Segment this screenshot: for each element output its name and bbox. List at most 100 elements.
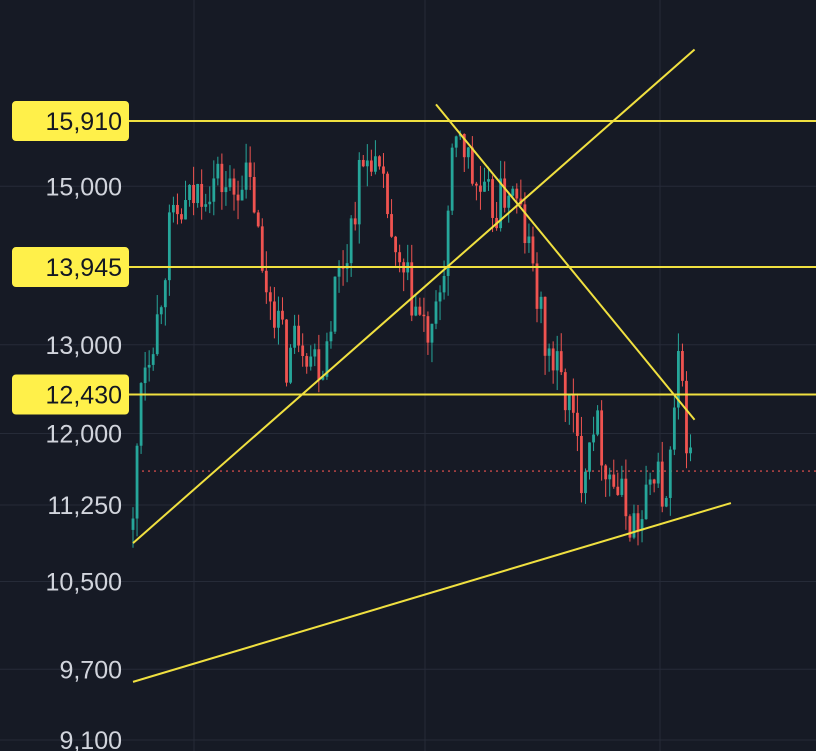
candle-body xyxy=(167,212,171,281)
candle xyxy=(163,278,167,326)
candle-body xyxy=(515,188,519,199)
trendline-rising-support xyxy=(132,48,696,544)
candle-body xyxy=(260,226,264,271)
candle-body xyxy=(470,147,474,184)
candle-body xyxy=(503,178,507,208)
candle-body xyxy=(616,486,620,495)
candle xyxy=(244,143,248,199)
candle xyxy=(313,343,317,367)
candle xyxy=(216,156,220,186)
candle xyxy=(369,149,373,177)
y-tick-label: 13,000 xyxy=(46,332,122,360)
candle-body xyxy=(176,204,179,215)
candle-body xyxy=(507,195,511,208)
candle-body xyxy=(523,204,527,244)
candle xyxy=(580,416,583,503)
candle xyxy=(531,226,535,272)
candle xyxy=(664,496,668,508)
candle-body xyxy=(612,474,616,487)
candle-body xyxy=(216,163,220,179)
candle-body xyxy=(163,280,167,308)
candle xyxy=(143,351,147,401)
candle-body xyxy=(305,356,309,367)
candle xyxy=(398,244,402,273)
candle xyxy=(268,286,272,320)
candle xyxy=(317,334,321,393)
candle-body xyxy=(172,204,175,213)
candle-body xyxy=(689,447,692,454)
candle-body xyxy=(656,461,660,484)
candle xyxy=(426,311,430,355)
candle xyxy=(604,464,608,497)
candle-body xyxy=(192,184,195,204)
candle xyxy=(277,296,280,345)
candle-body xyxy=(196,184,200,204)
y-tick-label: 9,100 xyxy=(59,727,122,751)
candle xyxy=(596,405,599,437)
candle-body xyxy=(297,325,301,346)
candle-body xyxy=(600,410,604,466)
candle xyxy=(147,350,151,382)
candle xyxy=(535,252,539,323)
candle-body xyxy=(479,185,482,192)
candle-body xyxy=(571,394,575,413)
candle-body xyxy=(365,160,369,167)
candle xyxy=(559,333,563,376)
candle-body xyxy=(422,314,426,317)
candle-body xyxy=(672,407,676,450)
candle-body xyxy=(636,513,640,531)
candle xyxy=(200,169,204,220)
candle xyxy=(390,199,393,238)
candle xyxy=(305,353,309,374)
candle-body xyxy=(224,187,228,193)
candle xyxy=(608,467,612,497)
candle-body xyxy=(277,310,280,328)
candle xyxy=(527,223,531,253)
candle xyxy=(640,510,644,543)
candle-body xyxy=(309,356,313,367)
candle-body xyxy=(345,263,349,269)
candle-body xyxy=(313,349,317,357)
candle xyxy=(539,291,543,324)
candle xyxy=(479,165,482,210)
candle xyxy=(689,434,692,462)
candle xyxy=(523,192,527,254)
trendlines xyxy=(132,48,732,683)
candle-body xyxy=(301,345,305,357)
candle xyxy=(483,167,486,192)
candle-body xyxy=(208,201,212,205)
candle xyxy=(624,459,628,530)
trendline-falling-resistance xyxy=(435,103,696,421)
candle xyxy=(212,160,216,216)
candle xyxy=(632,504,636,540)
candle xyxy=(329,321,333,349)
level-badge: 13,945 xyxy=(12,247,129,288)
candle-body xyxy=(527,236,531,244)
candle xyxy=(172,196,175,223)
candle-body xyxy=(559,351,563,373)
candle-body xyxy=(252,176,256,213)
candle xyxy=(337,260,341,293)
candle xyxy=(208,186,212,214)
candle-body xyxy=(685,380,688,454)
level-badge-label: 12,430 xyxy=(46,381,122,409)
candle-body xyxy=(321,376,325,380)
candle-body xyxy=(180,214,183,220)
level-badge-label: 15,910 xyxy=(46,108,122,136)
candle-body xyxy=(418,306,422,315)
candle-body xyxy=(220,163,224,193)
candle xyxy=(374,140,377,175)
candle-body xyxy=(236,194,240,201)
candle-body xyxy=(281,310,284,320)
candle-body xyxy=(664,497,668,507)
candle-body xyxy=(567,394,571,411)
candle-body xyxy=(361,159,365,167)
candle xyxy=(188,184,191,207)
candle-body xyxy=(681,351,684,381)
candle xyxy=(600,400,604,481)
candle xyxy=(167,204,171,296)
candle-body xyxy=(353,218,357,225)
horizontal-level-lines xyxy=(128,120,816,396)
candle xyxy=(345,244,349,283)
candle xyxy=(418,297,422,316)
